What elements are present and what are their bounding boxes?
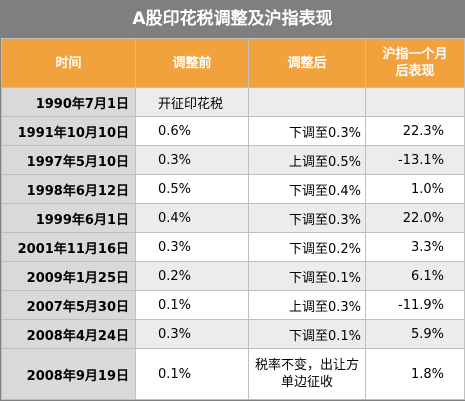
table-cell: 0.3% — [135, 232, 249, 262]
header-row: 时间 调整前 调整后 沪指一个月后表现 — [1, 38, 465, 88]
table-cell — [365, 87, 465, 117]
table-cell: 6.1% — [365, 261, 465, 291]
table-cell: 上调至0.3% — [248, 290, 366, 320]
table-row: 2007年5月30日 0.1% 上调至0.3% -11.9% — [1, 290, 465, 320]
table-cell: 22.3% — [365, 116, 465, 146]
table-cell: 开征印花税 — [135, 87, 249, 117]
data-table: 时间 调整前 调整后 沪指一个月后表现 1990年7月1日 开征印花税 1991年10月1… — [1, 38, 465, 400]
table-cell: 1.8% — [365, 348, 465, 400]
table-cell: 0.2% — [135, 261, 249, 291]
table-cell: 税率不变，出让方单边征收 — [248, 348, 366, 400]
table-cell: 22.0% — [365, 203, 465, 233]
row-date: 1990年7月1日 — [1, 87, 136, 117]
table-row: 1991年10月10日 0.6% 下调至0.3% 22.3% — [1, 116, 465, 146]
table-body: 1990年7月1日 开征印花税 1991年10月10日 0.6% 下调至0.3% 22.3… — [1, 87, 465, 400]
table-row: 2001年11月16日 0.3% 下调至0.2% 3.3% — [1, 232, 465, 262]
table-title: A股印花税调整及沪指表现 — [1, 1, 464, 38]
table-cell: 0.4% — [135, 203, 249, 233]
table-cell: 0.5% — [135, 174, 249, 204]
table-cell: 0.1% — [135, 290, 249, 320]
table-cell: 1.0% — [365, 174, 465, 204]
table-cell: 0.3% — [135, 319, 249, 349]
table-cell — [248, 87, 366, 117]
row-date: 2001年11月16日 — [1, 232, 136, 262]
row-date: 1997年5月10日 — [1, 145, 136, 175]
table-cell: 0.3% — [135, 145, 249, 175]
column-header: 时间 — [1, 38, 136, 88]
row-date: 1991年10月10日 — [1, 116, 136, 146]
row-date: 2008年9月19日 — [1, 348, 136, 400]
row-date: 1998年6月12日 — [1, 174, 136, 204]
table-row: 1999年6月1日 0.4% 下调至0.3% 22.0% — [1, 203, 465, 233]
table-row: 1990年7月1日 开征印花税 — [1, 87, 465, 117]
table-cell: 5.9% — [365, 319, 465, 349]
row-date: 2008年4月24日 — [1, 319, 136, 349]
table-cell: 0.1% — [135, 348, 249, 400]
table-cell: -11.9% — [365, 290, 465, 320]
table-cell: 下调至0.1% — [248, 261, 366, 291]
column-header: 沪指一个月后表现 — [365, 38, 465, 88]
table-cell: 下调至0.2% — [248, 232, 366, 262]
row-date: 2009年1月25日 — [1, 261, 136, 291]
table-cell: 下调至0.3% — [248, 116, 366, 146]
table-row: 2009年1月25日 0.2% 下调至0.1% 6.1% — [1, 261, 465, 291]
table-row: 1997年5月10日 0.3% 上调至0.5% -13.1% — [1, 145, 465, 175]
table-cell: 上调至0.5% — [248, 145, 366, 175]
table-cell: 0.6% — [135, 116, 249, 146]
table-cell: -13.1% — [365, 145, 465, 175]
table-row: 2008年9月19日 0.1% 税率不变，出让方单边征收 1.8% — [1, 348, 465, 400]
table-row: 1998年6月12日 0.5% 下调至0.4% 1.0% — [1, 174, 465, 204]
row-date: 1999年6月1日 — [1, 203, 136, 233]
table-cell: 3.3% — [365, 232, 465, 262]
column-header: 调整后 — [248, 38, 366, 88]
table-cell: 下调至0.1% — [248, 319, 366, 349]
row-date: 2007年5月30日 — [1, 290, 136, 320]
table-cell: 下调至0.4% — [248, 174, 366, 204]
table-cell: 下调至0.3% — [248, 203, 366, 233]
table-row: 2008年4月24日 0.3% 下调至0.1% 5.9% — [1, 319, 465, 349]
column-header: 调整前 — [135, 38, 249, 88]
